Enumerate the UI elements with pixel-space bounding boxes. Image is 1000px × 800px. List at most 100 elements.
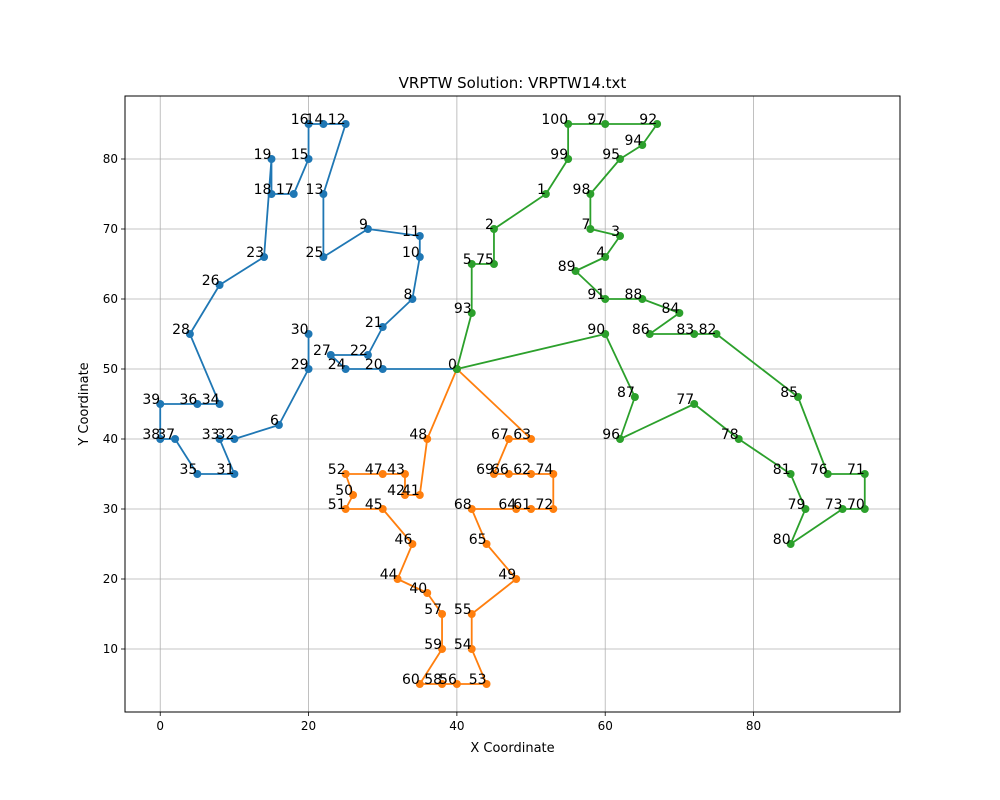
node-label: 0 [448, 357, 457, 373]
route-point [304, 330, 313, 338]
y-tick-label: 30 [103, 502, 118, 516]
route-point [156, 435, 165, 443]
route-point [823, 470, 832, 478]
y-axis-label: Y Coordinate [77, 362, 92, 446]
node-label: 8 [403, 287, 412, 303]
node-label: 69 [476, 462, 494, 478]
node-label: 66 [491, 462, 509, 478]
node-label: 13 [306, 182, 324, 198]
route-point [712, 330, 721, 338]
route-point [541, 190, 550, 198]
node-label: 7 [581, 217, 590, 233]
node-label: 71 [847, 462, 865, 478]
route-point [616, 155, 625, 163]
x-tick-label: 0 [156, 719, 164, 733]
route-point [482, 540, 491, 548]
route-point [408, 540, 417, 548]
x-tick-label: 80 [746, 719, 761, 733]
node-label: 46 [395, 532, 413, 548]
route-point [601, 253, 610, 261]
route-point [690, 330, 699, 338]
node-label: 70 [847, 497, 865, 513]
route-point [527, 505, 536, 513]
route-point [378, 505, 387, 513]
node-label: 38 [142, 427, 160, 443]
route-point [564, 155, 573, 163]
route-point [274, 421, 283, 429]
node-label: 5 [463, 252, 472, 268]
node-label: 54 [454, 637, 472, 653]
route-point [438, 610, 447, 618]
node-label: 40 [409, 581, 427, 597]
node-label: 39 [142, 392, 160, 408]
route-point [512, 575, 521, 583]
node-label: 47 [365, 462, 383, 478]
node-label: 3 [611, 224, 620, 240]
node-label: 82 [699, 322, 717, 338]
node-label: 30 [291, 322, 309, 338]
route-line-1 [159, 123, 458, 475]
route-point [215, 400, 224, 408]
route-point [482, 680, 491, 688]
route-point [630, 393, 639, 401]
route-point [341, 365, 350, 373]
node-label: 50 [335, 483, 353, 499]
y-tick-label: 20 [103, 572, 118, 586]
route-point [400, 491, 409, 499]
node-label: 67 [491, 427, 509, 443]
route-point [452, 680, 461, 688]
node-label: 12 [328, 112, 346, 128]
route-point [786, 470, 795, 478]
route-point [378, 323, 387, 331]
route-point [304, 365, 313, 373]
node-label: 15 [291, 147, 309, 163]
node-label: 73 [825, 497, 843, 513]
route-point [341, 120, 350, 128]
route-point [193, 400, 202, 408]
node-label: 92 [639, 112, 657, 128]
route-point [304, 120, 313, 128]
route-point [438, 645, 447, 653]
route-point [319, 190, 328, 198]
route-point [193, 470, 202, 478]
route-point [838, 505, 847, 513]
node-label: 42 [387, 483, 405, 499]
node-label: 56 [439, 672, 457, 688]
node-label: 11 [402, 224, 420, 240]
node-label: 100 [541, 112, 568, 128]
node-label: 58 [424, 672, 442, 688]
route-point [504, 470, 513, 478]
route-point [527, 470, 536, 478]
route-point [860, 470, 869, 478]
route-point [601, 295, 610, 303]
route-points [156, 120, 869, 688]
route-point [638, 141, 647, 149]
node-label: 86 [632, 322, 650, 338]
node-label: 55 [454, 602, 472, 618]
route-point [215, 281, 224, 289]
node-label: 36 [179, 392, 197, 408]
route-point [467, 309, 476, 317]
node-label: 91 [587, 287, 605, 303]
node-label: 2 [485, 217, 494, 233]
node-label: 52 [328, 462, 346, 478]
y-tick-label: 60 [103, 292, 118, 306]
route-point [467, 645, 476, 653]
node-label: 79 [788, 497, 806, 513]
node-label: 31 [217, 462, 235, 478]
route-point [438, 680, 447, 688]
node-label: 72 [535, 497, 553, 513]
node-label: 10 [402, 245, 420, 261]
y-tick-label: 70 [103, 222, 118, 236]
route-point [527, 435, 536, 443]
node-label: 75 [476, 252, 494, 268]
y-tick-label: 10 [103, 642, 118, 656]
route-point [185, 330, 194, 338]
node-label: 32 [217, 427, 235, 443]
route-point [512, 505, 521, 513]
node-label: 23 [246, 245, 264, 261]
route-point [794, 393, 803, 401]
node-label: 34 [202, 392, 220, 408]
